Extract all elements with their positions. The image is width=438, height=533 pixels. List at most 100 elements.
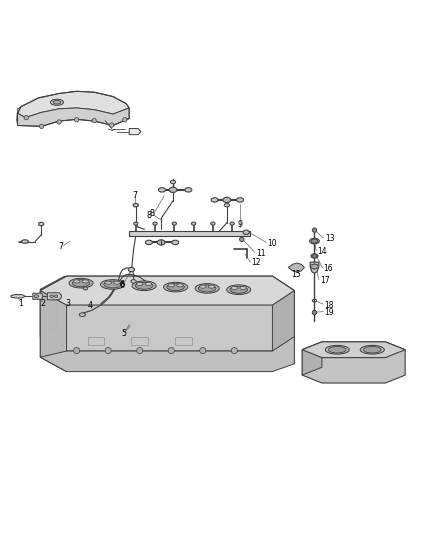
- Text: 8: 8: [147, 211, 152, 220]
- Bar: [88, 336, 104, 345]
- Ellipse shape: [54, 295, 58, 297]
- Ellipse shape: [114, 281, 120, 284]
- Ellipse shape: [224, 204, 230, 207]
- Bar: [175, 336, 192, 345]
- Polygon shape: [302, 342, 322, 375]
- Polygon shape: [47, 293, 61, 300]
- Polygon shape: [40, 336, 67, 372]
- Ellipse shape: [230, 222, 234, 225]
- Circle shape: [92, 118, 96, 123]
- Polygon shape: [311, 264, 318, 269]
- Circle shape: [39, 124, 44, 128]
- Text: 5: 5: [121, 328, 126, 337]
- Ellipse shape: [310, 238, 319, 244]
- Polygon shape: [33, 293, 43, 300]
- Circle shape: [105, 348, 111, 354]
- Polygon shape: [302, 342, 405, 383]
- Ellipse shape: [311, 239, 318, 243]
- Ellipse shape: [172, 240, 179, 245]
- Ellipse shape: [157, 240, 165, 245]
- Ellipse shape: [145, 282, 152, 286]
- Ellipse shape: [312, 255, 317, 257]
- Polygon shape: [129, 231, 250, 236]
- Text: 11: 11: [256, 249, 265, 258]
- Bar: [131, 336, 148, 345]
- Ellipse shape: [34, 295, 39, 298]
- Ellipse shape: [39, 222, 44, 226]
- Ellipse shape: [136, 282, 143, 286]
- Circle shape: [123, 118, 127, 122]
- Ellipse shape: [159, 188, 166, 192]
- Polygon shape: [288, 263, 304, 272]
- Ellipse shape: [240, 286, 246, 289]
- Ellipse shape: [230, 286, 247, 293]
- Ellipse shape: [82, 280, 88, 283]
- Ellipse shape: [328, 346, 346, 353]
- Ellipse shape: [191, 222, 196, 225]
- Circle shape: [74, 118, 79, 122]
- Ellipse shape: [128, 268, 134, 272]
- Ellipse shape: [172, 222, 177, 225]
- Ellipse shape: [211, 222, 215, 225]
- Ellipse shape: [168, 284, 174, 287]
- Text: 2: 2: [40, 299, 46, 308]
- Ellipse shape: [311, 254, 318, 258]
- Ellipse shape: [226, 285, 251, 295]
- Ellipse shape: [69, 278, 93, 288]
- Text: 1: 1: [18, 299, 24, 308]
- Polygon shape: [18, 108, 129, 126]
- Polygon shape: [40, 276, 294, 305]
- Ellipse shape: [167, 284, 184, 290]
- Ellipse shape: [147, 284, 151, 286]
- Polygon shape: [17, 107, 21, 125]
- Ellipse shape: [364, 346, 381, 353]
- Ellipse shape: [50, 99, 64, 106]
- Ellipse shape: [360, 345, 385, 354]
- Ellipse shape: [199, 285, 206, 288]
- Text: 6: 6: [119, 281, 124, 290]
- Circle shape: [110, 123, 114, 127]
- Text: 12: 12: [251, 259, 261, 268]
- Polygon shape: [302, 342, 405, 358]
- Circle shape: [137, 348, 143, 354]
- Ellipse shape: [223, 197, 231, 203]
- Circle shape: [24, 115, 28, 120]
- Ellipse shape: [231, 286, 237, 289]
- Ellipse shape: [132, 281, 156, 290]
- Circle shape: [240, 237, 244, 241]
- Ellipse shape: [325, 345, 350, 354]
- Ellipse shape: [83, 287, 88, 290]
- Ellipse shape: [169, 187, 177, 192]
- Text: 17: 17: [320, 276, 329, 285]
- Ellipse shape: [170, 180, 176, 184]
- Polygon shape: [11, 295, 25, 298]
- Text: 10: 10: [267, 239, 277, 248]
- Polygon shape: [18, 91, 129, 118]
- Text: 14: 14: [317, 247, 327, 256]
- Text: 9: 9: [237, 220, 243, 229]
- Ellipse shape: [50, 295, 53, 297]
- Ellipse shape: [134, 222, 138, 225]
- Ellipse shape: [237, 198, 244, 202]
- Polygon shape: [40, 276, 67, 372]
- Text: 6: 6: [119, 280, 124, 289]
- Ellipse shape: [53, 101, 61, 104]
- Ellipse shape: [104, 281, 121, 288]
- Text: 4: 4: [87, 301, 92, 310]
- Text: 7: 7: [132, 191, 138, 199]
- Ellipse shape: [177, 284, 183, 287]
- Text: 18: 18: [324, 301, 334, 310]
- Ellipse shape: [153, 222, 157, 225]
- Polygon shape: [310, 262, 319, 273]
- Circle shape: [231, 348, 237, 354]
- Circle shape: [168, 348, 174, 354]
- Ellipse shape: [100, 280, 124, 289]
- Ellipse shape: [79, 313, 85, 317]
- Polygon shape: [40, 276, 294, 351]
- Ellipse shape: [145, 240, 152, 245]
- Ellipse shape: [73, 280, 80, 283]
- Ellipse shape: [198, 285, 216, 292]
- Text: 3: 3: [65, 299, 71, 308]
- Text: 7: 7: [59, 243, 64, 251]
- Ellipse shape: [135, 282, 153, 289]
